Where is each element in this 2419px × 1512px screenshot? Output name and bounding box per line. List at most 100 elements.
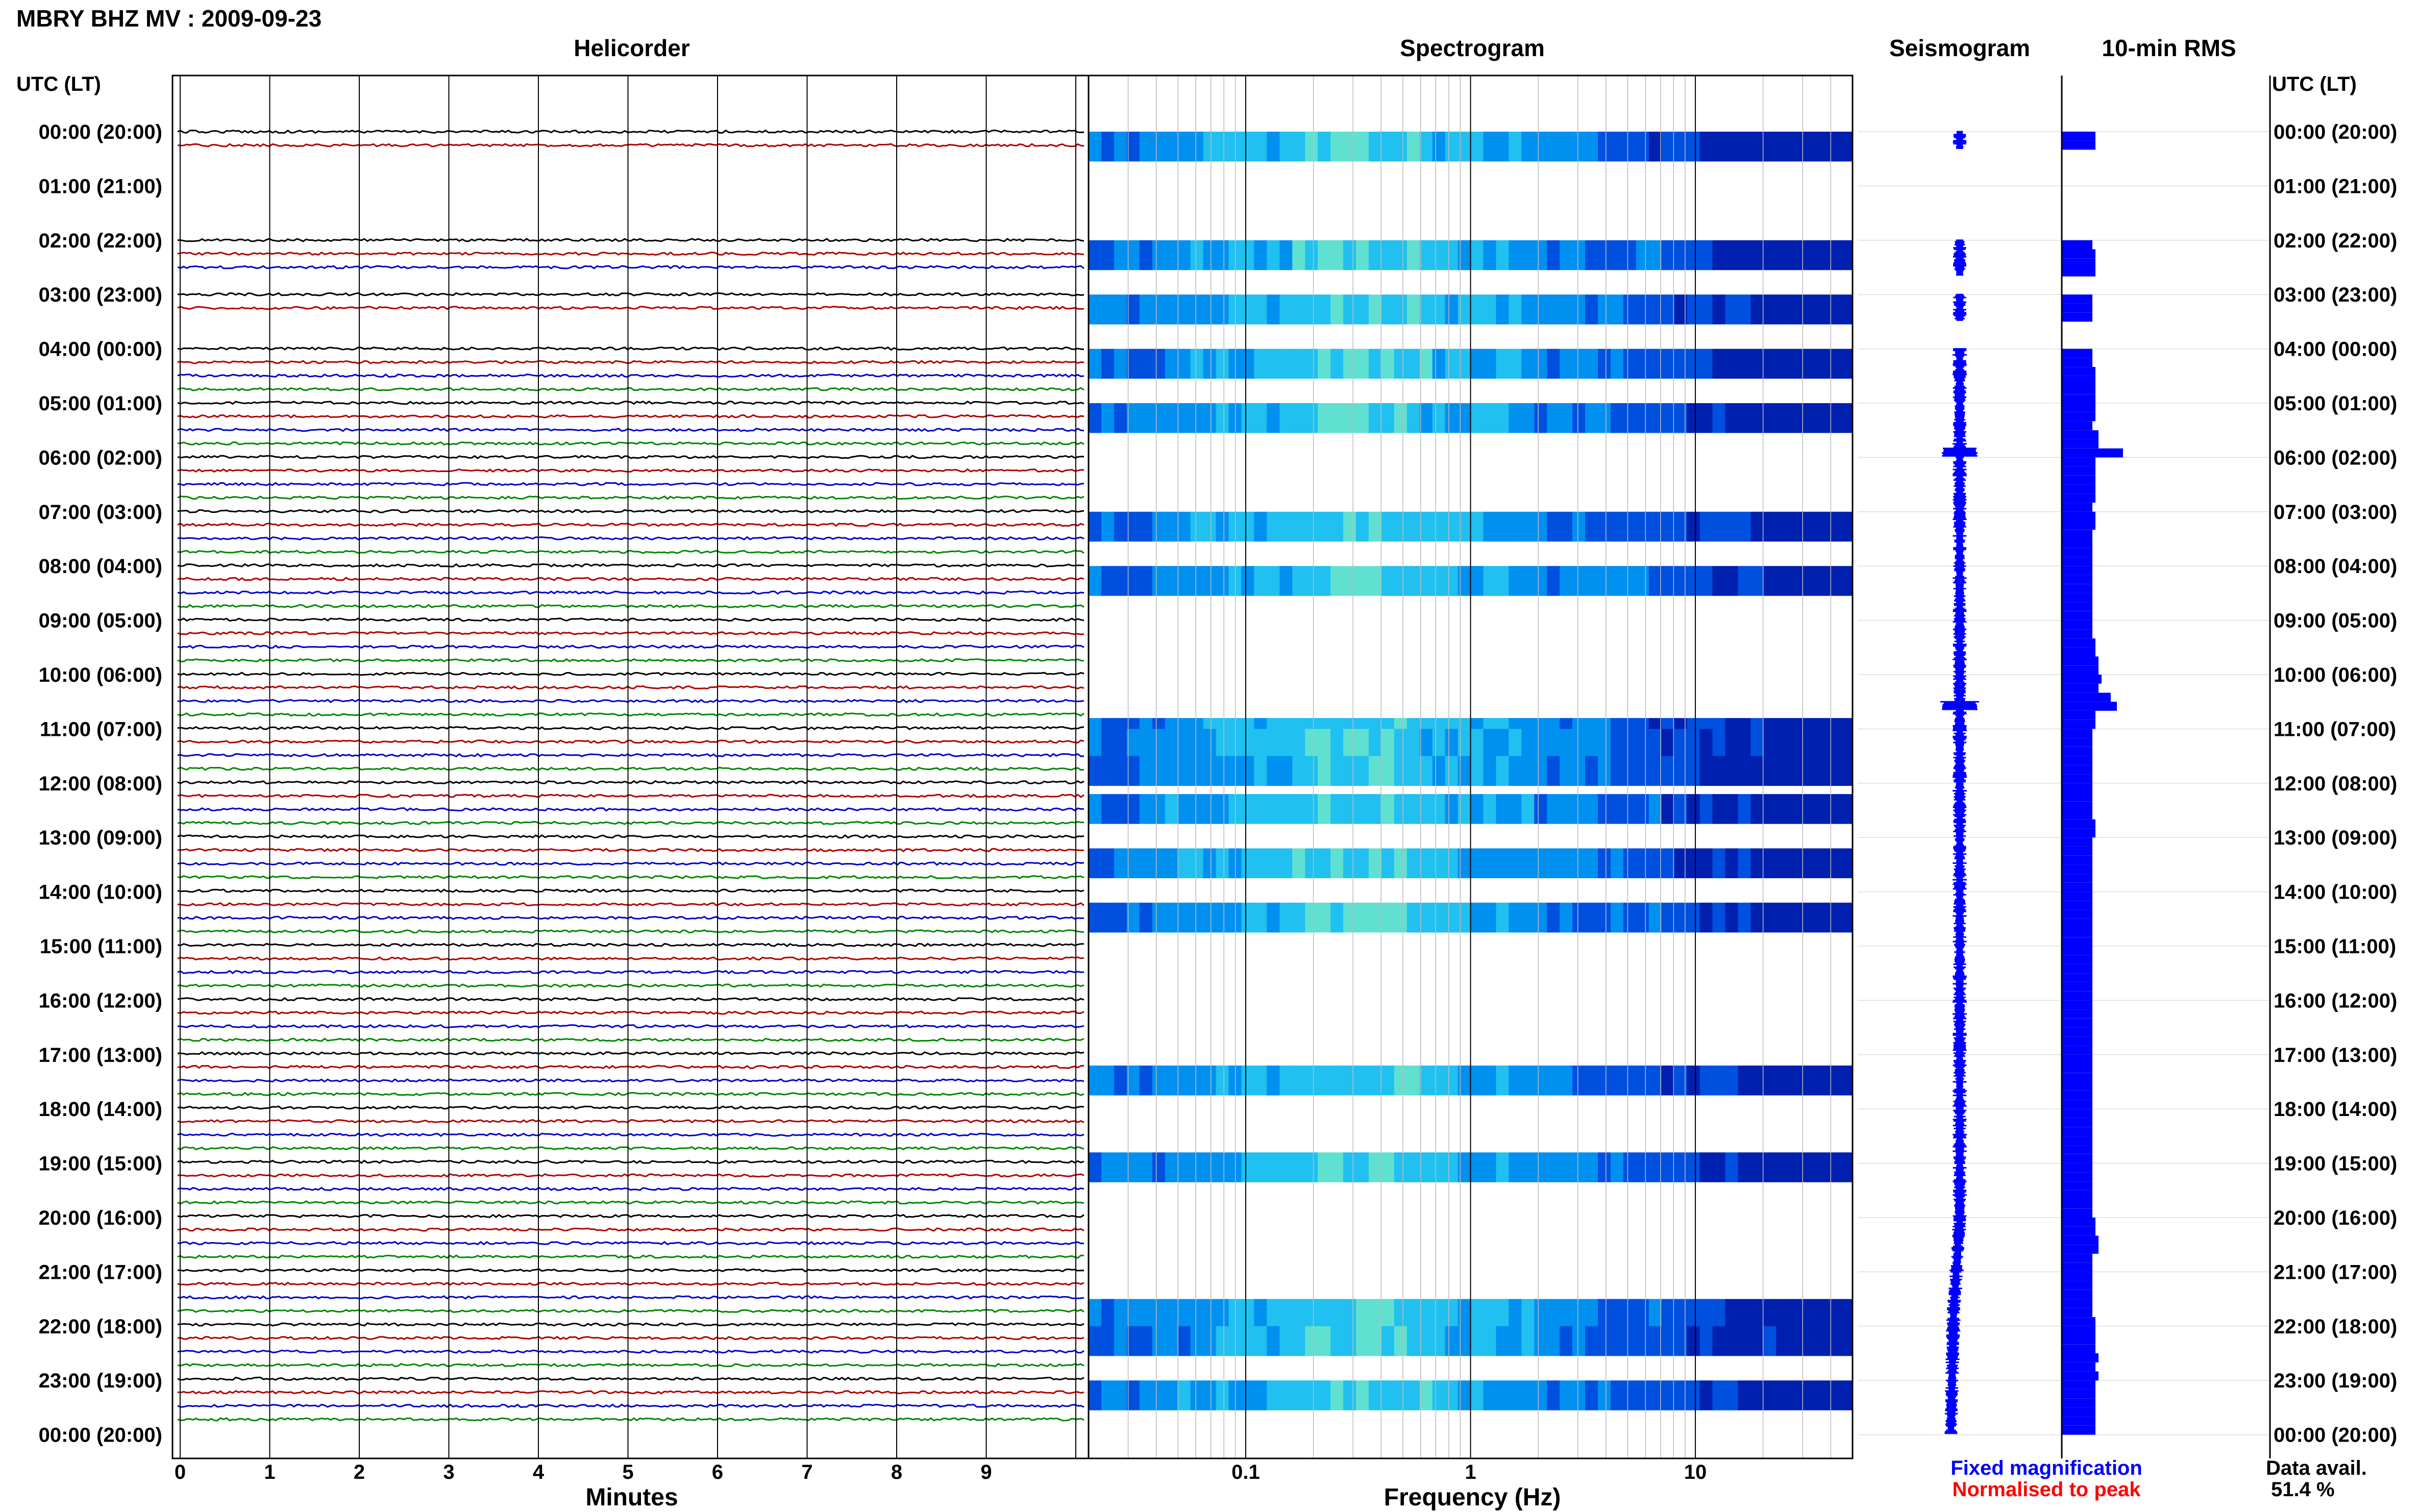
spectrogram-cell [1419, 349, 1433, 379]
spectrogram-cell [1254, 902, 1267, 933]
spectrogram-cell [1114, 794, 1127, 824]
spectrogram-cell [1152, 1299, 1166, 1329]
spectrogram-cell [1318, 1299, 1331, 1329]
spectrogram-cell [1292, 848, 1305, 878]
spectrogram-cell [1470, 566, 1484, 596]
spectrogram-cell [1126, 794, 1140, 824]
spectrogram-cell [1661, 132, 1675, 162]
spectrogram-cell [1598, 1065, 1611, 1096]
spectrogram-cell [1763, 511, 1776, 542]
spectrogram-cell [1560, 729, 1573, 759]
spectrogram-cell [1738, 403, 1751, 433]
spectrogram-cell [1292, 794, 1305, 824]
spectrogram-cell [1648, 794, 1662, 824]
spectrogram-cell [1355, 132, 1369, 162]
rms-bar [2062, 919, 2092, 928]
spectrogram-title: Spectrogram [1400, 35, 1545, 61]
spectrogram-cell [1152, 566, 1166, 596]
time-label: 02:00 (22:00) [39, 230, 162, 252]
spectrogram-cell [1712, 1326, 1725, 1356]
spectrogram-cell [1712, 403, 1725, 433]
spectrogram-cell [1712, 132, 1725, 162]
rms-bar [2062, 629, 2092, 638]
spectrogram-cell [1547, 566, 1560, 596]
spectrogram-cell [1534, 1152, 1547, 1182]
spectrogram-cell [1534, 403, 1547, 433]
spectrogram-cell [1330, 1299, 1344, 1329]
spectrogram-cell [1406, 1326, 1420, 1356]
spectrogram-cell [1636, 511, 1649, 542]
spectrogram-cell [1585, 294, 1598, 325]
spectrogram-cell [1318, 132, 1331, 162]
spectrogram-cell [1419, 132, 1433, 162]
minute-tick-label: 8 [891, 1461, 902, 1483]
spectrogram-cell [1292, 756, 1305, 786]
spectrogram-cell [1636, 349, 1649, 379]
spectrogram-cell [1840, 1380, 1853, 1410]
frequency-tick-label: 1 [1465, 1461, 1476, 1483]
spectrogram-cell [1509, 902, 1522, 933]
spectrogram-cell [1089, 1380, 1102, 1410]
spectrogram-cell [1585, 566, 1598, 596]
spectrogram-cell [1381, 1152, 1395, 1182]
spectrogram-cell [1521, 1065, 1535, 1096]
spectrogram-cell [1801, 1380, 1815, 1410]
rms-bar [2062, 1127, 2092, 1136]
spectrogram-cell [1432, 1380, 1446, 1410]
spectrogram-cell [1611, 756, 1624, 786]
spectrogram-cell [1776, 1152, 1789, 1182]
spectrogram-cell [1496, 1299, 1509, 1329]
spectrogram-cell [1445, 1065, 1458, 1096]
time-label: 15:00 (11:00) [40, 935, 162, 958]
spectrogram-cell [1521, 403, 1535, 433]
spectrogram-cell [1381, 1380, 1395, 1410]
spectrogram-cell [1139, 294, 1153, 325]
spectrogram-cell [1738, 756, 1751, 786]
spectrogram-cell [1330, 848, 1344, 878]
spectrogram-cell [1712, 294, 1725, 325]
spectrogram-cell [1572, 756, 1586, 786]
spectrogram-cell [1318, 729, 1331, 759]
spectrogram-cell [1750, 756, 1764, 786]
spectrogram-cell [1445, 240, 1458, 270]
spectrogram-cell [1521, 349, 1535, 379]
spectrogram-cell [1534, 240, 1547, 270]
spectrogram-cell [1305, 1326, 1318, 1356]
spectrogram-cell [1432, 1326, 1446, 1356]
spectrogram-cell [1419, 1065, 1433, 1096]
spectrogram-cell [1126, 1380, 1140, 1410]
spectrogram-cell [1126, 240, 1140, 270]
spectrogram-cell [1216, 794, 1229, 824]
spectrogram-cell [1406, 566, 1420, 596]
spectrogram-cell [1445, 902, 1458, 933]
spectrogram-cell [1177, 848, 1191, 878]
spectrogram-cell [1648, 349, 1662, 379]
spectrogram-cell [1470, 1299, 1484, 1329]
spectrogram-cell [1725, 756, 1738, 786]
spectrogram-cell [1394, 1326, 1408, 1356]
spectrogram-cell [1406, 349, 1420, 379]
spectrogram-cell [1114, 294, 1127, 325]
spectrogram-cell [1406, 1380, 1420, 1410]
rms-bar [2062, 258, 2095, 267]
spectrogram-cell [1840, 1065, 1853, 1096]
spectrogram-cell [1267, 1299, 1280, 1329]
spectrogram-cell [1763, 902, 1776, 933]
spectrogram-cell [1560, 294, 1573, 325]
spectrogram-cell [1776, 902, 1789, 933]
spectrogram-cell [1381, 794, 1395, 824]
spectrogram-cell [1368, 1326, 1382, 1356]
spectrogram-cell [1190, 349, 1204, 379]
spectrogram-cell [1509, 511, 1522, 542]
spectrogram-cell [1152, 848, 1166, 878]
spectrogram-cell [1483, 1326, 1496, 1356]
spectrogram-cell [1827, 511, 1840, 542]
spectrogram-cell [1355, 294, 1369, 325]
spectrogram-cell [1152, 794, 1166, 824]
spectrogram-cell [1712, 1380, 1725, 1410]
spectrogram-cell [1101, 756, 1115, 786]
spectrogram-cell [1496, 794, 1509, 824]
time-label: 08:00 (04:00) [39, 555, 162, 578]
spectrogram-cell [1190, 848, 1204, 878]
spectrogram-cell [1254, 729, 1267, 759]
